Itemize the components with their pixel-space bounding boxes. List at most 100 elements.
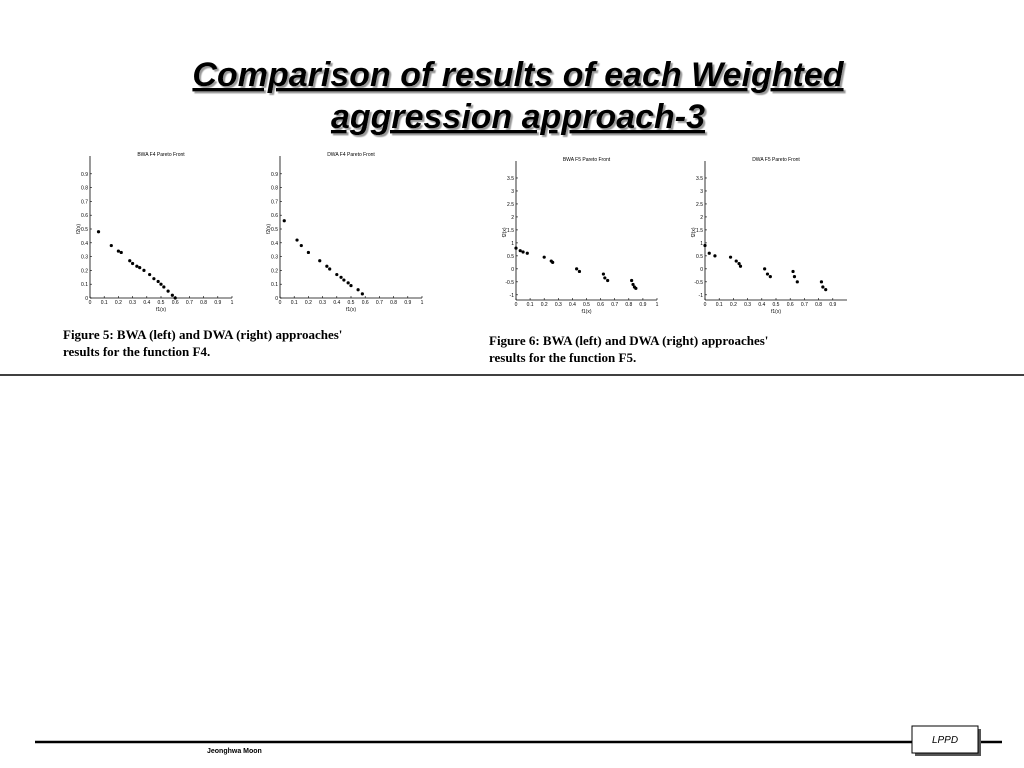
x-tick-label: 0.4 [758, 302, 765, 308]
footer-author: Jeonghwa Moon [207, 748, 262, 755]
point [631, 282, 635, 287]
x-tick-label: 0.6 [172, 300, 179, 306]
x-axis-label: f1(x) [582, 309, 592, 315]
x-tick-label: 0 [704, 302, 707, 308]
y-tick-label: 0.5 [271, 227, 278, 233]
point [356, 288, 360, 292]
point [738, 264, 743, 268]
x-tick-label: 0.8 [390, 300, 397, 306]
x-tick-label: 0.4 [143, 300, 150, 306]
logo: LPPD [932, 735, 958, 746]
x-tick-label: 0.2 [115, 300, 122, 306]
y-tick-label: 2.5 [696, 202, 703, 208]
point [299, 243, 303, 248]
y-tick-label: -1 [699, 293, 704, 299]
y-tick-label: -0.5 [505, 280, 514, 286]
y-tick-label: 0.7 [271, 199, 278, 205]
y-tick-label: 1.5 [507, 228, 514, 234]
chart-title: BWA F4 Pareto Front [137, 152, 185, 158]
y-tick-label: 0 [511, 267, 514, 273]
y-tick-label: 2.5 [507, 202, 514, 208]
point [138, 266, 142, 270]
point [518, 249, 522, 253]
x-tick-label: 0 [89, 300, 92, 306]
point [821, 285, 825, 289]
y-tick-label: 0.7 [81, 199, 88, 205]
point [119, 250, 123, 255]
point [135, 264, 139, 268]
x-tick-label: 0.7 [611, 302, 618, 308]
y-axis-label: f2(x) [502, 227, 508, 237]
y-tick-label: 0.4 [271, 241, 278, 247]
x-tick-label: 0.2 [541, 302, 548, 308]
x-tick-label: 0.9 [829, 302, 836, 308]
y-tick-label: -0.5 [694, 280, 703, 286]
y-tick-label: 0 [275, 296, 278, 302]
point [349, 283, 353, 288]
x-tick-label: 0.9 [639, 302, 646, 308]
y-tick-label: 0.6 [81, 213, 88, 219]
x-tick-label: 0.4 [569, 302, 576, 308]
x-tick-label: 0.8 [625, 302, 632, 308]
slide-title: Comparison of results of each Weighted [192, 56, 844, 94]
point [603, 276, 607, 280]
x-tick-label: 0.2 [730, 302, 737, 308]
x-tick-label: 0.8 [815, 302, 822, 308]
point [703, 243, 707, 248]
x-tick-label: 0 [515, 302, 518, 308]
y-tick-label: 0.6 [271, 213, 278, 219]
point [162, 285, 166, 289]
point [824, 288, 828, 292]
point [792, 275, 797, 279]
point [282, 219, 286, 223]
x-tick-label: 0.6 [597, 302, 604, 308]
point [306, 250, 310, 255]
point [606, 278, 610, 283]
x-tick-label: 0.1 [291, 300, 298, 306]
point [116, 249, 120, 253]
x-tick-label: 0.3 [129, 300, 136, 306]
point [791, 269, 795, 274]
point [763, 267, 767, 271]
point [346, 281, 350, 285]
point [542, 255, 546, 259]
slide-title: aggression approach-3 [331, 98, 705, 136]
point [328, 267, 332, 271]
y-tick-label: 3.5 [696, 176, 703, 182]
point [342, 278, 346, 282]
point [142, 268, 146, 272]
x-tick-label: 0 [279, 300, 282, 306]
x-tick-label: 0.6 [362, 300, 369, 306]
chart-title: DWA F5 Pareto Front [752, 157, 800, 163]
point [131, 261, 135, 266]
point [325, 264, 329, 268]
point [601, 272, 606, 276]
point [737, 262, 741, 266]
point [765, 272, 770, 276]
x-axis-label: f1(x) [771, 309, 781, 315]
y-tick-label: 0.9 [271, 172, 278, 178]
y-tick-label: 3.5 [507, 176, 514, 182]
point [551, 260, 555, 264]
y-tick-label: 0.5 [81, 227, 88, 233]
point [96, 230, 101, 234]
x-tick-label: 0.3 [744, 302, 751, 308]
point [734, 259, 738, 263]
x-tick-label: 0.7 [186, 300, 193, 306]
x-tick-label: 0.1 [101, 300, 108, 306]
caption: results for the function F4. [63, 344, 210, 359]
y-tick-label: 3 [700, 189, 703, 195]
x-tick-label: 0.4 [333, 300, 340, 306]
point [152, 277, 156, 281]
y-tick-label: 0.1 [271, 282, 278, 288]
point [166, 289, 170, 293]
point [713, 254, 717, 258]
logo-box [911, 725, 979, 754]
x-tick-label: 0.9 [404, 300, 411, 306]
point [728, 255, 733, 259]
y-tick-label: 0.4 [81, 241, 88, 247]
x-axis-label: f1(x) [346, 307, 356, 313]
y-tick-label: 0.5 [696, 254, 703, 260]
x-tick-label: 0.7 [376, 300, 383, 306]
y-tick-label: 1.5 [696, 228, 703, 234]
